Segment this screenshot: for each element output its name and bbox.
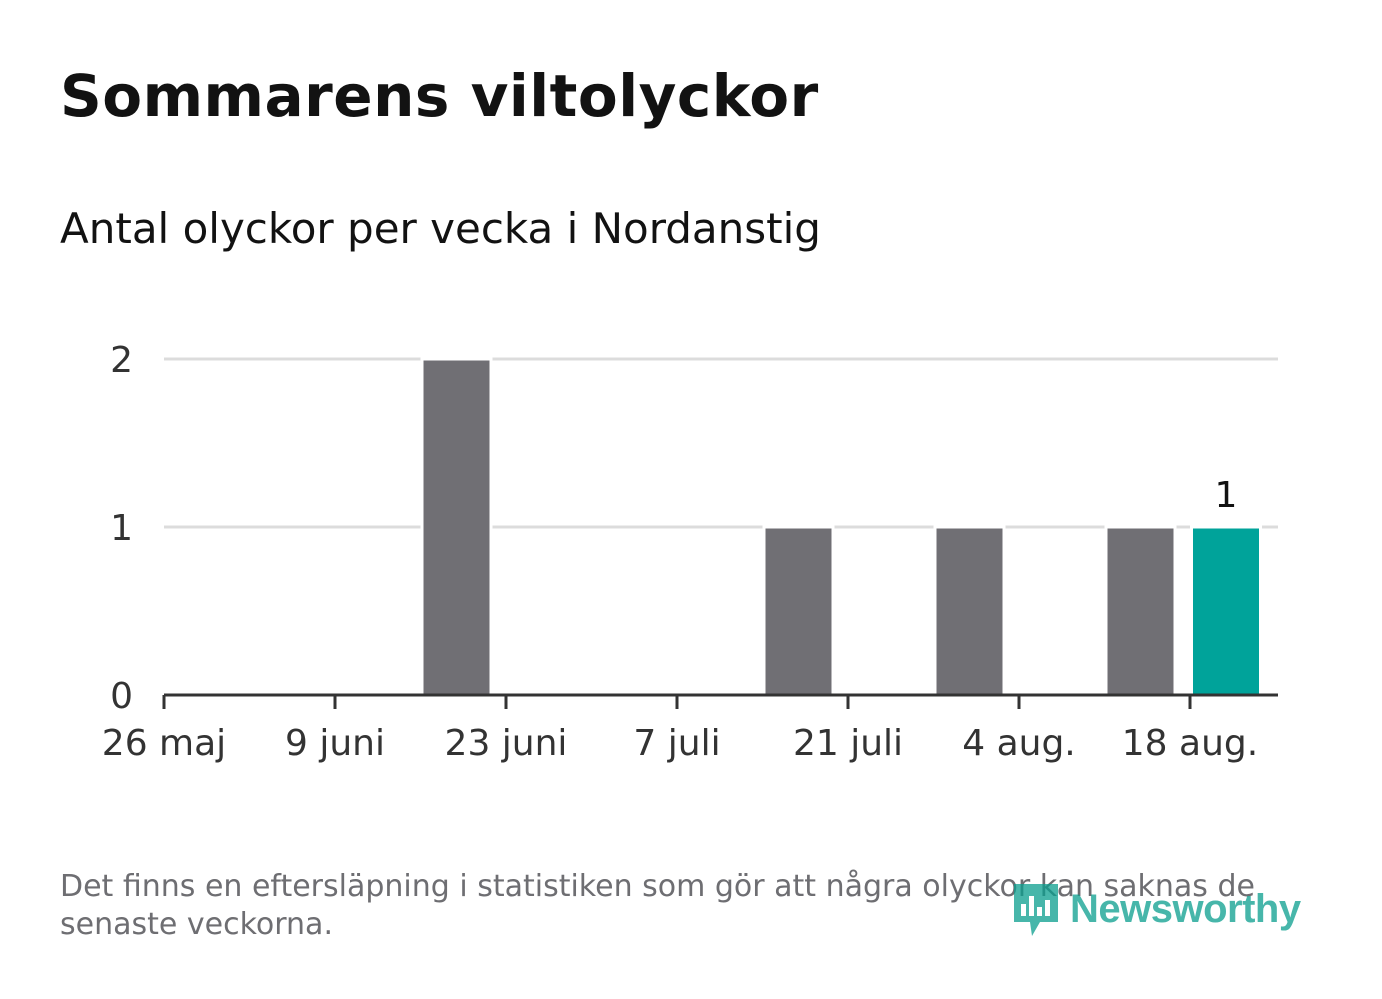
logo-text: Newsworthy: [1070, 886, 1301, 931]
bar-highlight: [1190, 525, 1262, 697]
y-tick-label: 0: [110, 676, 133, 717]
bar: [420, 357, 493, 697]
x-tick-label: 4 aug.: [962, 723, 1076, 764]
bar: [933, 525, 1006, 697]
newsworthy-logo: Newsworthy: [1010, 878, 1301, 940]
x-tick-label: 26 maj: [102, 723, 226, 764]
x-tick-label: 21 juli: [793, 723, 903, 764]
y-tick-label: 1: [110, 508, 133, 549]
chart-title: Sommarens viltolyckor: [60, 62, 819, 130]
bar: [762, 525, 835, 697]
x-tick-label: 9 juni: [285, 723, 385, 764]
bar: [1104, 525, 1177, 697]
chart-subtitle: Antal olyckor per vecka i Nordanstig: [60, 204, 821, 253]
x-tick-label: 18 aug.: [1122, 723, 1258, 764]
x-tick-label: 7 juli: [633, 723, 720, 764]
newsworthy-logo-icon: [1014, 884, 1058, 936]
y-tick-label: 2: [110, 340, 133, 381]
x-tick-label: 23 juni: [445, 723, 568, 764]
data-label: 1: [1215, 475, 1238, 516]
